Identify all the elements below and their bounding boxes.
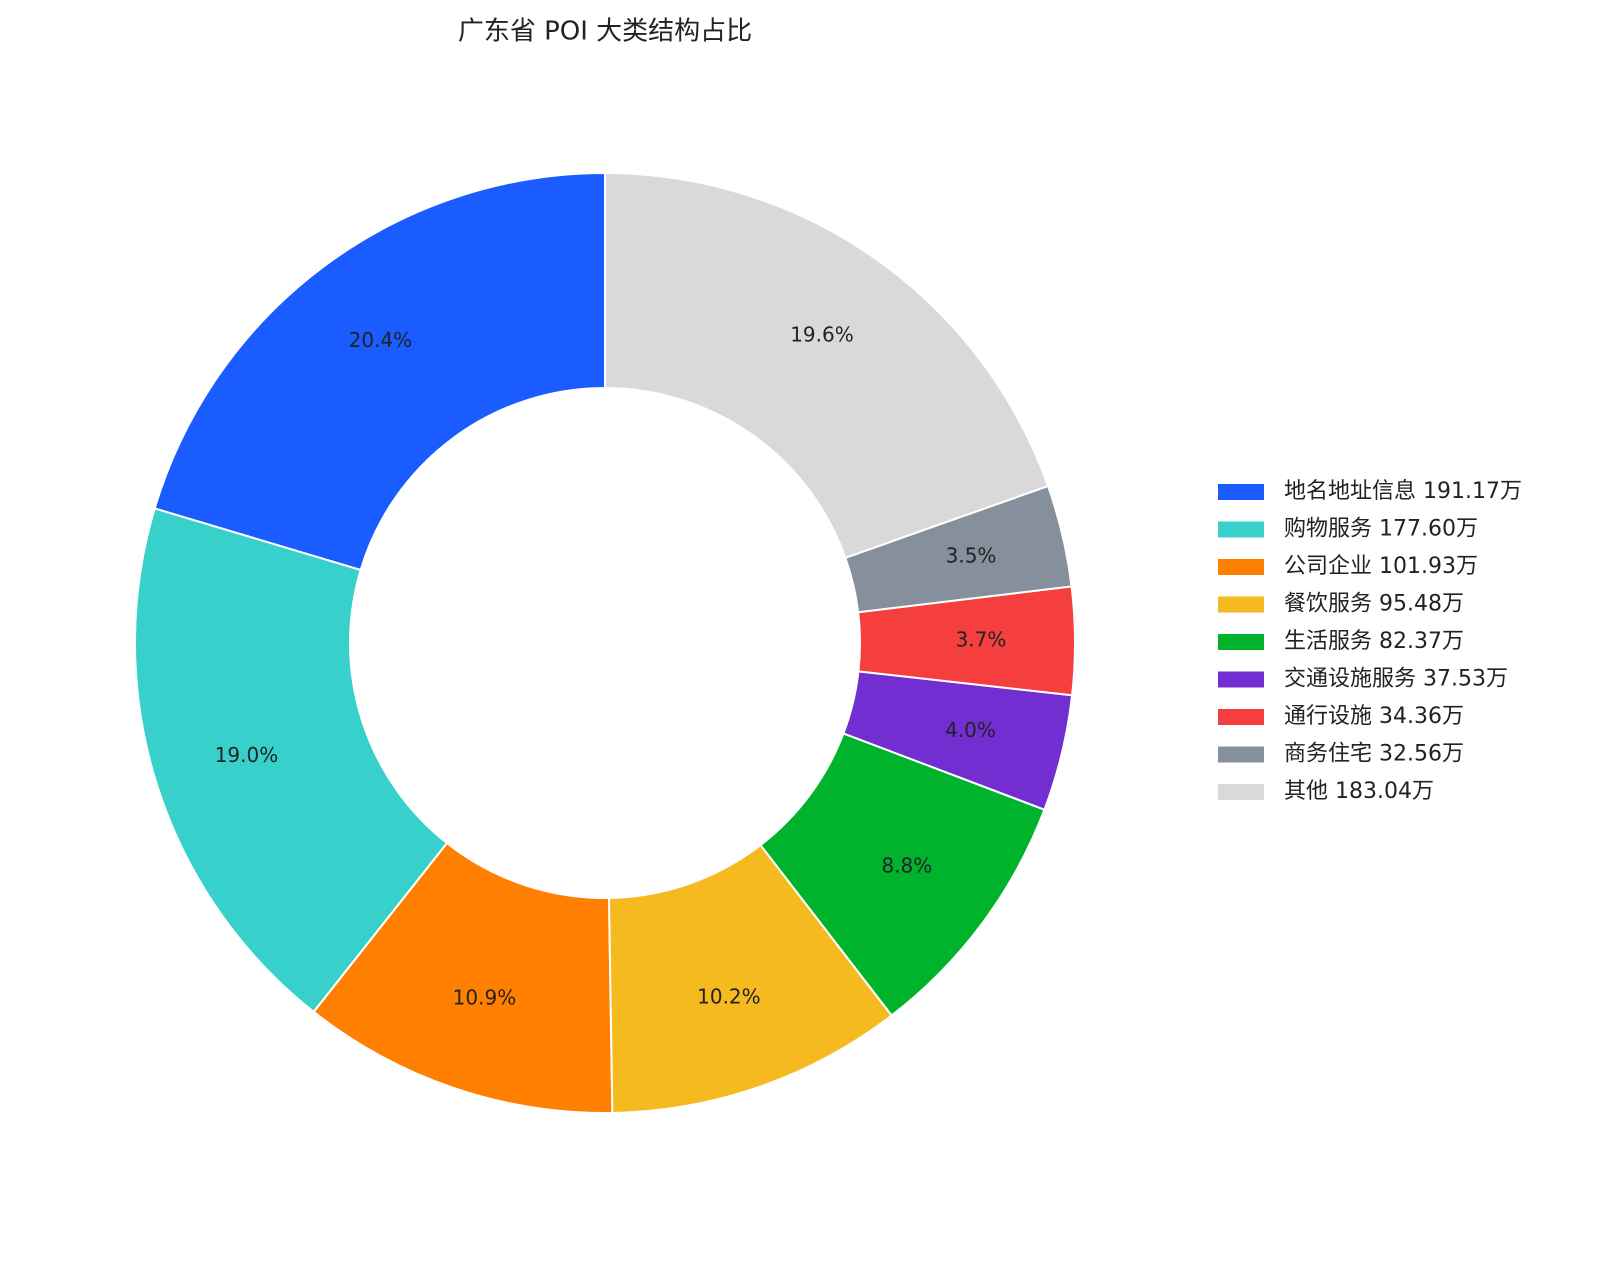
legend-label: 通行设施 34.36万	[1284, 704, 1464, 729]
legend-label: 商务住宅 32.56万	[1284, 742, 1464, 767]
legend-label: 交通设施服务 37.53万	[1284, 667, 1508, 692]
wedge	[134, 507, 449, 1014]
chart-title: 广东省 POI 大类结构占比	[458, 17, 752, 47]
legend-swatch	[1218, 709, 1264, 725]
value-label: 4.0%	[945, 718, 996, 742]
value-label: 8.8%	[881, 854, 932, 878]
value-label: 19.0%	[215, 743, 279, 767]
legend-swatch	[1218, 559, 1264, 575]
legend-swatch	[1218, 634, 1264, 650]
wedge	[604, 171, 1050, 560]
legend-swatch	[1218, 484, 1264, 500]
value-label: 20.4%	[349, 328, 413, 352]
legend-label: 生活服务 82.37万	[1284, 629, 1464, 654]
value-label: 10.9%	[453, 986, 517, 1010]
legend-swatch	[1218, 746, 1264, 763]
wedge	[153, 171, 606, 572]
legend-swatch	[1218, 671, 1264, 688]
legend-label: 地名地址信息 191.17万	[1284, 479, 1522, 504]
value-label: 10.2%	[697, 984, 761, 1008]
legend-swatch	[1218, 596, 1264, 613]
legend-label: 公司企业 101.93万	[1284, 554, 1478, 579]
value-label: 3.7%	[956, 628, 1007, 652]
legend-label: 其他 183.04万	[1284, 779, 1434, 804]
legend-label: 餐饮服务 95.48万	[1284, 592, 1464, 617]
legend-swatch	[1218, 784, 1264, 800]
value-label: 3.5%	[946, 544, 997, 568]
value-label: 19.6%	[790, 322, 854, 346]
legend-label: 购物服务 177.60万	[1284, 517, 1478, 542]
legend-swatch	[1218, 521, 1264, 538]
